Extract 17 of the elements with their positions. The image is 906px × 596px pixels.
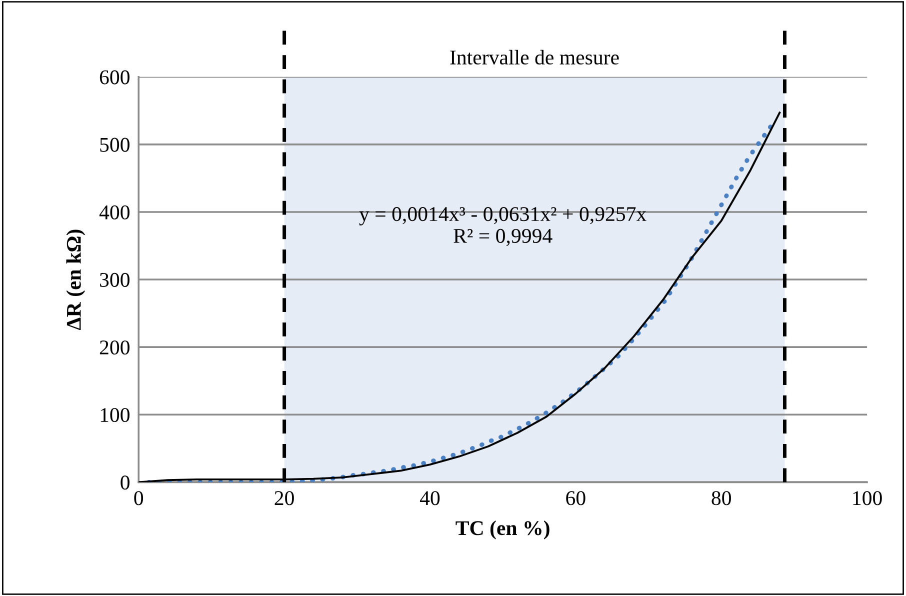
x-axis-title: TC (en %) <box>456 520 550 540</box>
y-tick-label: 500 <box>100 138 130 152</box>
y-tick-label: 400 <box>99 205 130 220</box>
x-tick-label: 40 <box>420 491 440 506</box>
y-axis-title: ΔR (en kΩ) <box>66 230 86 330</box>
y-tick-label: 200 <box>100 340 130 355</box>
y-tick-label: 0 <box>120 476 130 490</box>
x-tick-label: 0 <box>134 491 144 506</box>
x-tick-label: 80 <box>712 491 731 506</box>
y-tick-label: 300 <box>100 272 130 287</box>
y-tick-label: 600 <box>100 70 130 84</box>
band-label: Intervalle de mesure <box>450 50 619 65</box>
y-tick-label: 100 <box>100 408 130 422</box>
x-tick-label: 60 <box>566 491 586 506</box>
x-tick-label: 100 <box>853 491 882 506</box>
x-tick-label: 20 <box>274 491 294 506</box>
annotation: y = 0,0014x³ - 0,0631x² + 0,9257x R² = 0,9994 <box>359 207 646 246</box>
